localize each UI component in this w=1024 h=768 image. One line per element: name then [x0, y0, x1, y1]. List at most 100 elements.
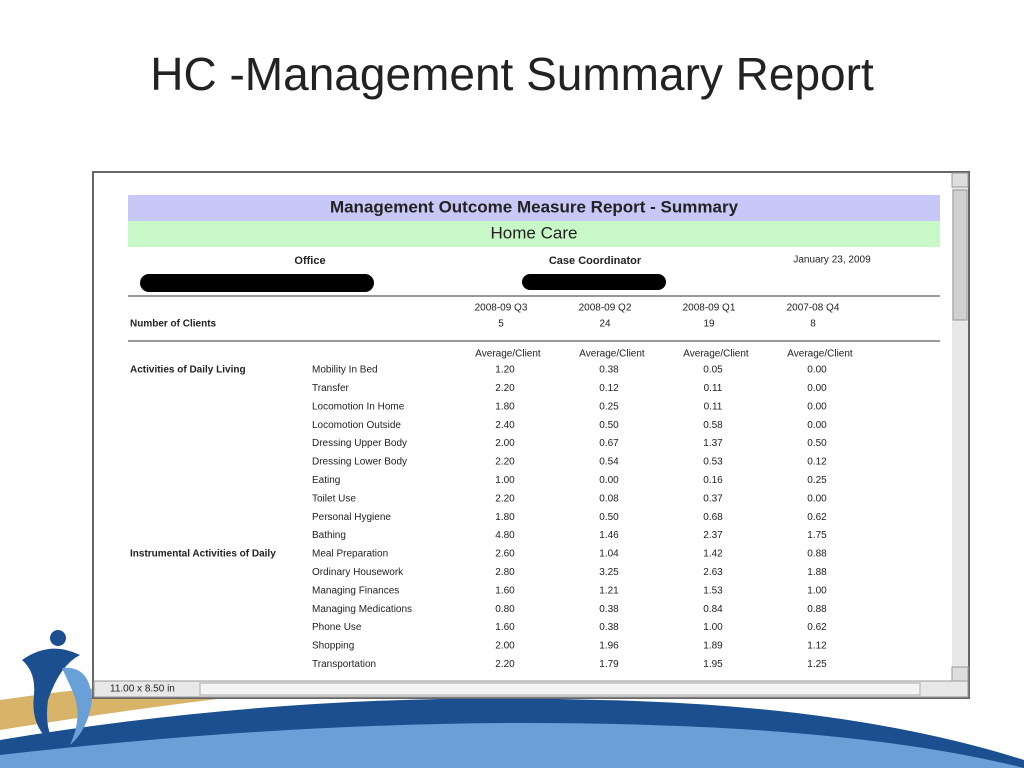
redaction	[140, 274, 374, 292]
cell-value: 2.20	[495, 659, 515, 670]
unit-header: Average/Client	[579, 349, 645, 360]
cell-value: 1.12	[807, 641, 827, 652]
cell-value: 0.16	[703, 475, 723, 486]
cell-value: 1.88	[807, 567, 827, 578]
measure-label: Locomotion Outside	[312, 420, 401, 431]
cell-value: 0.38	[599, 365, 619, 376]
cell-value: 1.60	[495, 585, 515, 596]
measure-label: Dressing Upper Body	[312, 438, 407, 449]
cell-value: 4.80	[495, 530, 515, 541]
cell-value: 0.08	[599, 493, 619, 504]
cell-value: 0.50	[599, 420, 619, 431]
cell-value: 3.25	[599, 567, 619, 578]
client-count: 8	[810, 319, 816, 330]
title-band	[128, 195, 940, 221]
unit-header: Average/Client	[683, 349, 749, 360]
cell-value: 0.11	[704, 383, 723, 394]
cell-value: 0.11	[704, 401, 723, 412]
cell-value: 1.37	[703, 438, 723, 449]
horizontal-scrollbar[interactable]	[199, 682, 921, 696]
scroll-up[interactable]	[951, 172, 969, 188]
report-window	[92, 171, 970, 699]
measure-label: Transfer	[312, 383, 350, 394]
coordinator-label: Case Coordinator	[549, 255, 642, 267]
cell-value: 0.80	[495, 604, 515, 615]
scroll-down[interactable]	[951, 666, 969, 682]
cell-value: 2.80	[495, 567, 515, 578]
office-label: Office	[294, 255, 325, 267]
cell-value: 1.60	[495, 622, 515, 633]
measure-label: Toilet Use	[312, 493, 356, 504]
cell-value: 0.62	[807, 622, 827, 633]
cell-value: 0.05	[703, 365, 723, 376]
page-size: 11.00 x 8.50 in	[110, 684, 175, 695]
measure-label: Phone Use	[312, 622, 362, 633]
quarter-header: 2008-09 Q1	[683, 303, 736, 314]
cell-value: 0.00	[599, 475, 619, 486]
cell-value: 1.04	[599, 549, 619, 560]
measure-label: Shopping	[312, 641, 354, 652]
measure-label: Meal Preparation	[312, 549, 388, 560]
cell-value: 2.37	[703, 530, 723, 541]
section-label: Instrumental Activities of Daily	[130, 549, 276, 560]
scroll-thumb[interactable]	[952, 189, 968, 321]
cell-value: 0.68	[703, 512, 723, 523]
subtitle-band	[128, 221, 940, 247]
measure-label: Managing Medications	[312, 604, 412, 615]
measure-label: Personal Hygiene	[312, 512, 391, 523]
cell-value: 2.20	[495, 457, 515, 468]
measure-label: Locomotion In Home	[312, 401, 405, 412]
measure-label: Dressing Lower Body	[312, 457, 407, 468]
cell-value: 0.25	[807, 475, 827, 486]
cell-value: 1.53	[703, 585, 723, 596]
cell-value: 2.63	[703, 567, 723, 578]
cell-value: 0.00	[807, 401, 827, 412]
unit-header: Average/Client	[475, 349, 541, 360]
logo	[22, 630, 92, 745]
redaction	[522, 274, 666, 290]
quarter-header: 2008-09 Q3	[475, 303, 528, 314]
measure-label: Ordinary Housework	[312, 567, 404, 578]
cell-value: 1.20	[495, 365, 515, 376]
cell-value: 0.25	[599, 401, 619, 412]
clients-label: Number of Clients	[130, 319, 217, 330]
measure-label: Mobility In Bed	[312, 365, 378, 376]
cell-value: 0.00	[807, 493, 827, 504]
cell-value: 0.00	[807, 383, 827, 394]
cell-value: 2.00	[495, 641, 515, 652]
cell-value: 0.88	[807, 604, 827, 615]
quarter-header: 2008-09 Q2	[579, 303, 632, 314]
cell-value: 0.58	[703, 420, 723, 431]
cell-value: 0.38	[599, 622, 619, 633]
cell-value: 1.89	[703, 641, 723, 652]
cell-value: 0.50	[807, 438, 827, 449]
report-page: Management Outcome Measure Report - Summ…	[128, 195, 940, 670]
cell-value: 0.37	[703, 493, 723, 504]
cell-value: 0.54	[599, 457, 619, 468]
cell-value: 0.50	[599, 512, 619, 523]
measure-label: Bathing	[312, 530, 346, 541]
cell-value: 1.80	[495, 512, 515, 523]
measure-label: Eating	[312, 475, 340, 486]
report-title: Management Outcome Measure Report - Summ…	[330, 197, 739, 216]
cell-value: 0.67	[599, 438, 619, 449]
measure-label: Transportation	[312, 659, 376, 670]
cell-value: 2.60	[495, 549, 515, 560]
cell-value: 1.80	[495, 401, 515, 412]
client-count: 24	[599, 319, 611, 330]
cell-value: 0.84	[703, 604, 723, 615]
cell-value: 0.00	[807, 420, 827, 431]
cell-value: 2.20	[495, 493, 515, 504]
client-count: 19	[703, 319, 715, 330]
cell-value: 0.00	[807, 365, 827, 376]
cell-value: 2.20	[495, 383, 515, 394]
cell-value: 1.75	[807, 530, 827, 541]
measure-label: Managing Finances	[312, 585, 399, 596]
cell-value: 2.40	[495, 420, 515, 431]
swoosh	[0, 723, 1024, 768]
cell-value: 1.21	[599, 585, 619, 596]
cell-value: 1.95	[703, 659, 723, 670]
cell-value: 1.96	[599, 641, 619, 652]
cell-value: 1.25	[807, 659, 827, 670]
